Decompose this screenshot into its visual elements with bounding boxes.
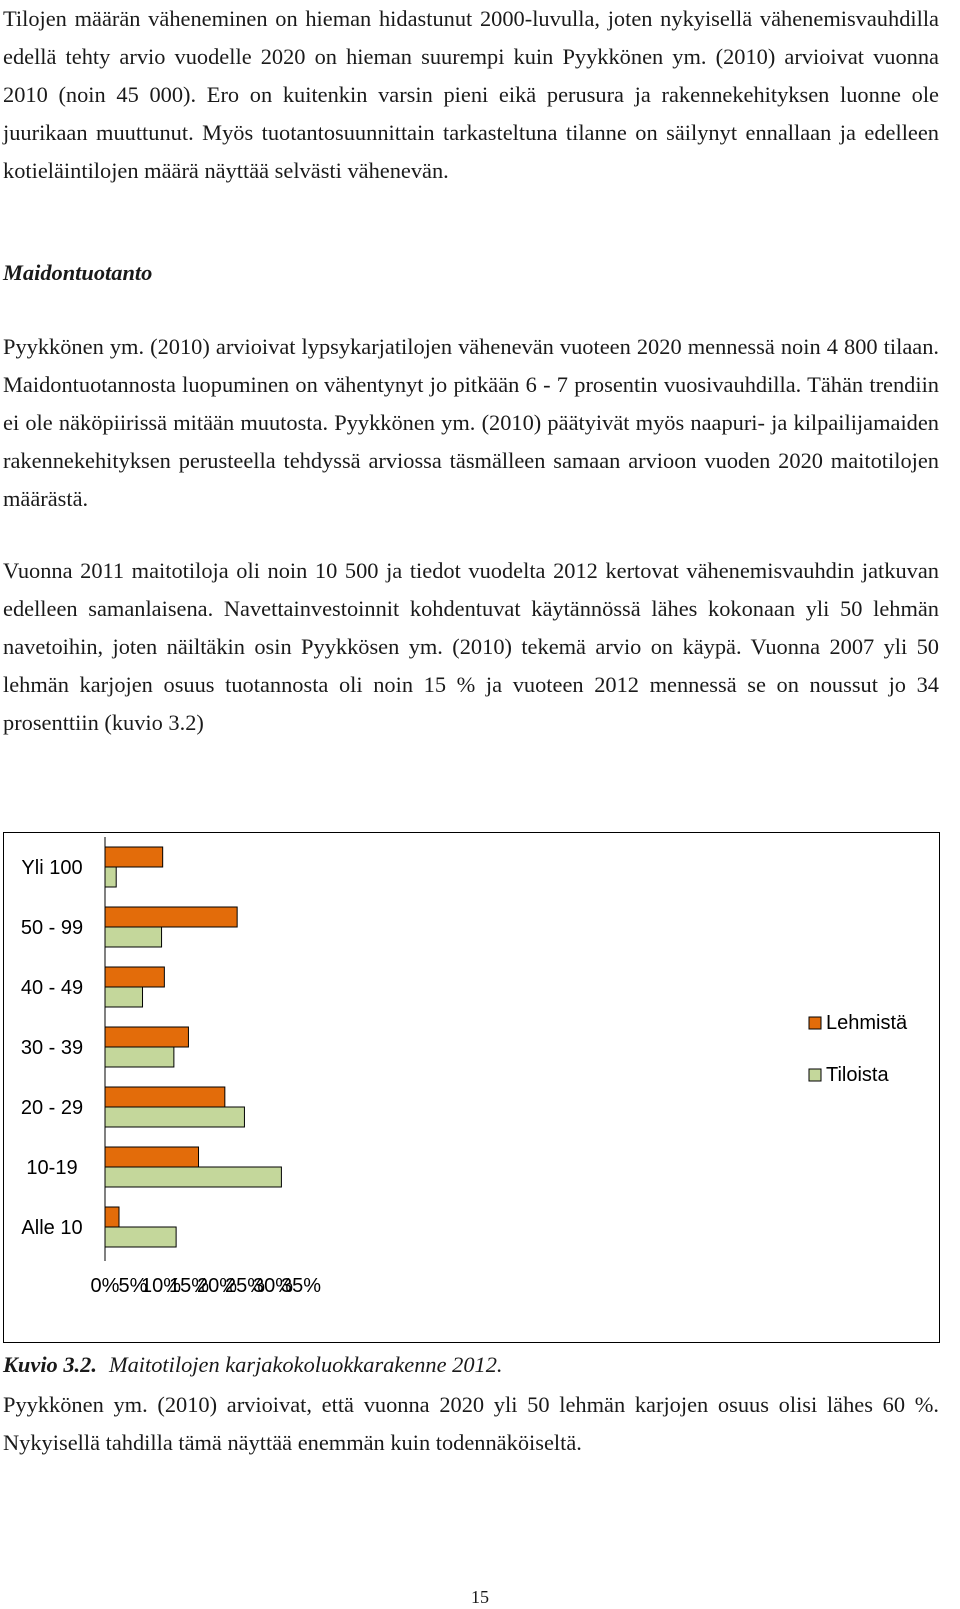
bar <box>104 1166 282 1188</box>
page-number: 15 <box>471 1587 489 1607</box>
y-tick-label: 40 - 49 <box>21 977 83 999</box>
bar <box>104 846 164 868</box>
paragraph-dairy-2011: Vuonna 2011 maitotiloja oli noin 10 500 … <box>3 558 939 735</box>
legend-label: Lehmistä <box>826 1012 908 1034</box>
bar <box>104 1146 200 1168</box>
legend-swatch <box>808 1016 822 1030</box>
legend-swatch <box>808 1068 822 1082</box>
x-tick-label: 5% <box>119 1275 148 1297</box>
x-tick-label: 30% <box>253 1275 293 1297</box>
bar <box>104 1226 177 1248</box>
section-heading: Maidontuotanto <box>3 260 153 285</box>
bar <box>104 1106 245 1128</box>
bar <box>104 986 144 1008</box>
bar <box>104 1026 189 1048</box>
y-tick-label: 50 - 99 <box>21 917 83 939</box>
caption-text: Maitotilojen karjakokoluokkarakenne 2012… <box>108 1352 503 1377</box>
y-tick-label: Yli 100 <box>21 857 82 879</box>
paragraph-dairy-forecast: Pyykkönen ym. (2010) arvioivat lypsykarj… <box>3 334 939 511</box>
bar <box>104 1206 120 1228</box>
bar <box>104 966 165 988</box>
y-tick-label: Alle 10 <box>21 1217 82 1239</box>
x-tick-label: 15% <box>169 1275 209 1297</box>
herd-size-chart: Yli 100 50 - 99 40 - 49 30 - 39 20 - 29 10-19… <box>3 832 940 1343</box>
x-tick-label: 20% <box>197 1275 237 1297</box>
x-tick-label: 35% <box>281 1275 321 1297</box>
bar <box>104 866 117 888</box>
x-tick-label: 0% <box>91 1275 120 1297</box>
figure-caption: Kuvio 3.2. Maitotilojen karjakokoluokkara… <box>3 1346 503 1384</box>
x-tick-label: 10% <box>141 1275 181 1297</box>
bar <box>104 1046 175 1068</box>
paragraph-2020-estimate: Pyykkönen ym. (2010) arvioivat, että vuo… <box>3 1392 939 1455</box>
x-tick-label: 25% <box>225 1275 265 1297</box>
legend-label: Tiloista <box>826 1064 889 1086</box>
y-tick-label: 10-19 <box>26 1157 77 1179</box>
chart-canvas: Yli 100 50 - 99 40 - 49 30 - 39 20 - 29 10-19… <box>21 837 908 1297</box>
paragraph-intro: Tilojen määrän väheneminen on hieman hid… <box>3 6 939 183</box>
y-tick-label: 30 - 39 <box>21 1037 83 1059</box>
bar <box>104 926 163 948</box>
bar <box>104 1086 226 1108</box>
y-tick-label: 20 - 29 <box>21 1097 83 1119</box>
bar <box>104 906 238 928</box>
caption-number: Kuvio 3.2. <box>3 1352 97 1377</box>
